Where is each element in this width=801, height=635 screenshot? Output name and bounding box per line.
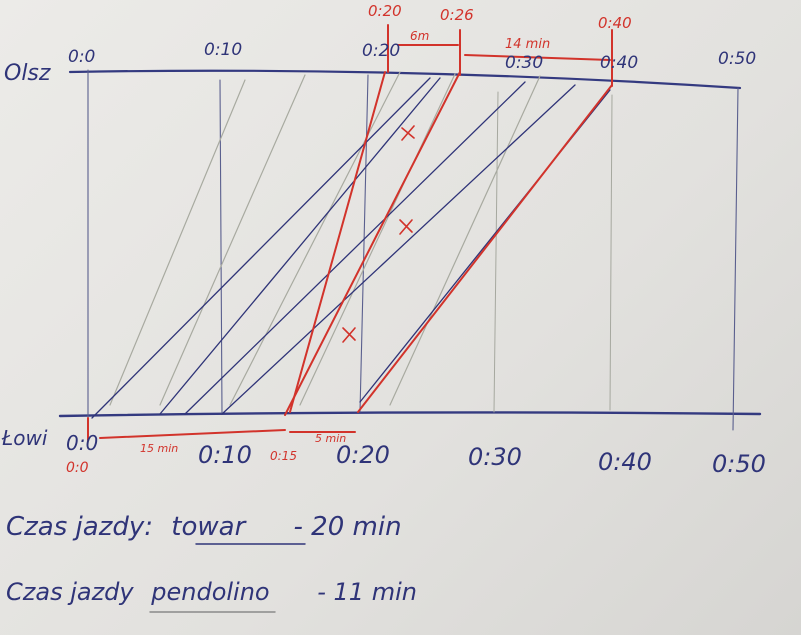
tick-label: 0:20 [362, 41, 400, 61]
annotation: 14 min [505, 37, 550, 52]
annotation: 0:40 [598, 14, 632, 32]
tick-label: 0:20 [336, 441, 390, 469]
annotation: 5 min [315, 432, 346, 445]
note-label: Czas jazdy: [6, 512, 153, 542]
note-train: towar [171, 512, 247, 542]
note-time: - 11 min [317, 578, 417, 606]
tick-label: 0:50 [712, 450, 766, 478]
note-train: pendolino [150, 578, 269, 606]
annotation: 0:20 [368, 2, 402, 20]
station-label: Olsz [4, 61, 51, 86]
note-time: - 20 min [294, 512, 402, 542]
tick-label: 0:30 [505, 53, 543, 73]
tick-label: 0:40 [598, 448, 652, 476]
axes [58, 24, 762, 613]
note-label: Czas jazdy [6, 578, 134, 606]
annotation: 6m [410, 29, 429, 43]
annotation: 0:0 [66, 460, 89, 476]
tick-label: 0:30 [468, 443, 522, 471]
note: Czas jazdy: towar - 20 min [6, 512, 402, 542]
station-label: Łowi [1, 426, 48, 450]
tick-label: 0:50 [718, 49, 756, 69]
tick-label: 0:10 [198, 441, 252, 469]
tick-label: 0:0 [68, 47, 95, 67]
tick-label: 0:15 [270, 449, 297, 463]
annotation: 0:26 [440, 6, 474, 24]
note: Czas jazdy pendolino - 11 min [6, 578, 417, 606]
tick-label: 0:10 [204, 40, 242, 60]
annotation: 15 min [140, 442, 178, 455]
tick-label: 0:40 [600, 53, 638, 73]
tick-label: 0:0 [66, 431, 98, 455]
